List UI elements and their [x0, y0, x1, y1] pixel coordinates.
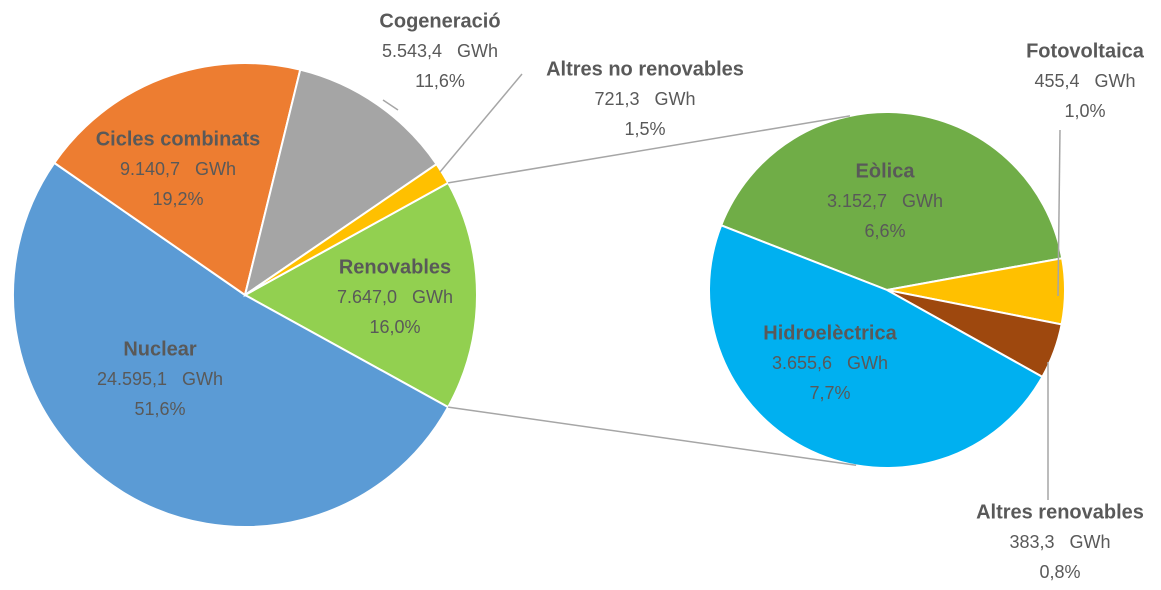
pie-slice	[242, 181, 478, 409]
slice-name: Altres renovables	[976, 501, 1144, 523]
slice-name: Cogeneració	[379, 10, 500, 32]
slice-value: 455,4 GWh	[1034, 71, 1135, 91]
slice-value: 7.647,0 GWh	[337, 287, 453, 307]
pie-slice	[12, 161, 450, 528]
slice-percent: 11,6%	[415, 71, 465, 91]
slice-name: Fotovoltaica	[1026, 40, 1145, 62]
slice-value: 9.140,7 GWh	[120, 159, 236, 179]
pie-slice	[244, 162, 450, 296]
slice-name: Cicles combinats	[96, 128, 261, 150]
slice-name: Eòlica	[856, 160, 916, 182]
pie-slice	[243, 68, 438, 298]
leader-line	[1057, 129, 1061, 297]
pie-slice	[719, 111, 1064, 292]
leader-line	[382, 99, 399, 111]
pie-slice	[52, 62, 302, 297]
slice-value: 383,3 GWh	[1009, 532, 1110, 552]
slice-percent: 7,7%	[809, 383, 850, 403]
slice-percent: 1,0%	[1064, 101, 1105, 121]
slice-percent: 19,2%	[152, 189, 203, 209]
slice-value: 3.152,7 GWh	[827, 191, 943, 211]
slice-name: Renovables	[339, 256, 451, 278]
slice-percent: 16,0%	[369, 317, 420, 337]
slice-value: 721,3 GWh	[594, 89, 695, 109]
slice-name: Hidroelèctrica	[763, 322, 897, 344]
leader-line	[439, 73, 523, 173]
slice-name: Nuclear	[123, 338, 197, 360]
slice-value: 3.655,6 GWh	[772, 353, 888, 373]
slice-percent: 6,6%	[864, 221, 905, 241]
slice-percent: 1,5%	[624, 119, 665, 139]
slice-name: Altres no renovables	[546, 58, 744, 80]
slice-percent: 0,8%	[1039, 562, 1080, 582]
pie-slice	[708, 224, 1044, 469]
slice-value: 5.543,4 GWh	[382, 41, 498, 61]
connector-line	[448, 115, 851, 184]
slice-percent: 51,6%	[134, 399, 185, 419]
slice-value: 24.595,1 GWh	[97, 369, 223, 389]
connector-line	[448, 406, 857, 467]
